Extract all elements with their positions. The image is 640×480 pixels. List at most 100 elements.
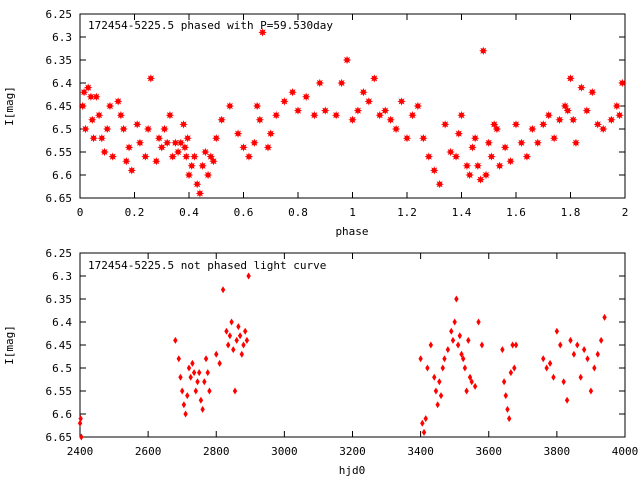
data-point <box>501 378 507 386</box>
x-tick-label: 0.2 <box>125 206 145 219</box>
chart-title-not-phased: 172454-5225.5 not phased light curve <box>88 259 326 272</box>
data-point <box>364 97 374 106</box>
data-point <box>452 318 457 326</box>
data-point <box>241 341 246 349</box>
data-point <box>588 88 597 97</box>
data-point <box>428 341 434 349</box>
data-point <box>593 120 602 129</box>
data-point <box>391 124 401 134</box>
data-point <box>479 46 488 55</box>
data-point <box>566 74 575 83</box>
data-point <box>122 157 131 166</box>
data-point <box>168 152 177 161</box>
data-point <box>455 341 461 349</box>
data-point <box>585 355 590 363</box>
panel-not-phased: 2400 2600 2800 3000 3200 3400 3600 3800 4000 6.25… <box>3 247 638 477</box>
data-point <box>508 369 514 377</box>
data-point <box>440 120 450 129</box>
data-point <box>187 161 196 170</box>
data-point <box>517 138 526 147</box>
data-point <box>180 143 190 152</box>
data-point <box>468 143 477 152</box>
data-point <box>438 392 444 400</box>
data-point <box>133 120 142 129</box>
data-point <box>266 129 275 138</box>
data-point <box>217 359 222 367</box>
data-point <box>487 152 496 161</box>
data-point <box>203 355 209 363</box>
data-point <box>157 143 166 152</box>
x-tick-label: 0.6 <box>234 206 254 219</box>
data-point <box>495 161 504 170</box>
data-point <box>423 415 428 423</box>
data-point <box>135 138 145 147</box>
data-point <box>465 170 474 180</box>
data-point <box>236 323 241 331</box>
data-point <box>503 392 508 400</box>
data-point <box>462 364 468 372</box>
data-point <box>615 111 624 120</box>
data-point <box>92 92 101 101</box>
data-point <box>232 387 238 395</box>
data-point <box>348 115 357 124</box>
data-point <box>588 387 594 395</box>
data-point <box>563 106 572 115</box>
data-point <box>568 336 573 344</box>
data-point <box>424 152 433 161</box>
data-point <box>612 101 622 111</box>
data-point <box>179 387 185 395</box>
data-point <box>255 115 265 124</box>
data-point <box>280 97 289 106</box>
y-tick-label: 6.3 <box>52 31 72 44</box>
data-point <box>420 419 425 427</box>
data-point <box>108 152 117 161</box>
data-point <box>195 378 200 386</box>
y-tick-label: 6.3 <box>52 270 72 283</box>
data-point <box>152 157 161 166</box>
plot-frame-not-phased <box>79 252 626 438</box>
data-point <box>81 124 90 134</box>
data-point <box>571 138 581 147</box>
data-point <box>435 401 440 409</box>
data-point <box>457 332 462 340</box>
data-point <box>462 161 472 170</box>
y-tick-label: 6.45 <box>46 100 73 113</box>
y-tick-label: 6.65 <box>46 431 73 444</box>
x-tick-label: 2800 <box>203 445 230 458</box>
data-point <box>571 350 577 358</box>
data-point <box>500 143 510 152</box>
data-point <box>195 189 205 198</box>
data-point <box>202 378 207 386</box>
data-point <box>454 129 463 138</box>
data-point <box>229 318 234 326</box>
data-point <box>476 175 485 184</box>
data-point <box>209 157 218 166</box>
data-point <box>190 359 195 367</box>
data-point <box>160 124 169 134</box>
data-point <box>528 124 537 134</box>
data-point <box>440 364 445 372</box>
data-point <box>179 120 188 129</box>
data-point <box>450 336 456 344</box>
data-point <box>301 92 311 101</box>
data-point <box>618 78 627 88</box>
data-point <box>78 101 87 111</box>
data-point <box>146 74 156 83</box>
data-point <box>554 327 560 335</box>
data-point <box>381 106 390 115</box>
data-point <box>549 134 559 143</box>
data-point <box>582 106 592 115</box>
data-point <box>607 115 616 124</box>
data-point <box>143 124 153 134</box>
panel-phased: 0 0.2 0.4 0.6 0.8 1 1.2 1.4 1.6 1.8 2 6.25 6.3 6.35 6.… <box>3 8 628 238</box>
data-point <box>193 387 199 395</box>
data-point <box>469 378 474 386</box>
data-point <box>321 106 330 115</box>
data-point <box>100 147 109 157</box>
data-point <box>181 401 187 409</box>
data-point <box>473 161 483 170</box>
data-point <box>105 101 115 111</box>
data-point <box>94 111 104 120</box>
y-tick-label: 6.35 <box>46 54 73 67</box>
data-point <box>564 396 570 404</box>
